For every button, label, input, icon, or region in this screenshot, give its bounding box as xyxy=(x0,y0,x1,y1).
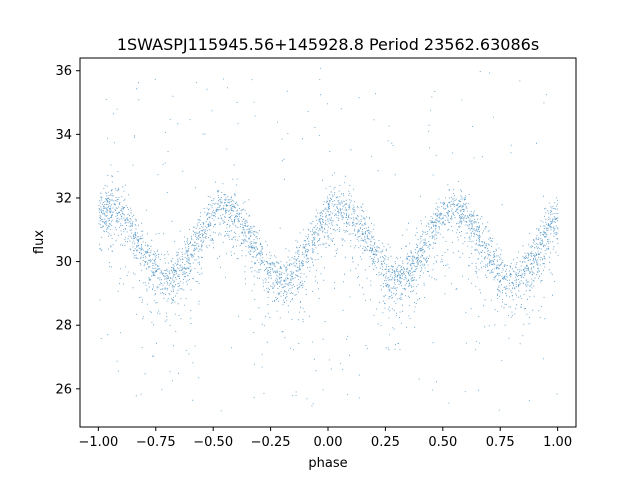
x-tick-label: 0.25 xyxy=(371,435,400,450)
x-axis-label: phase xyxy=(308,456,347,471)
y-tick-label: 32 xyxy=(55,191,72,206)
y-tick-label: 26 xyxy=(55,382,72,397)
x-axis-ticks: −1.00 −0.75 −0.50 −0.25 0.00 0.25 0.50 0.75 1.00 xyxy=(78,427,572,450)
x-tick-label: −1.00 xyxy=(78,435,118,450)
y-axis-label: flux xyxy=(32,230,47,254)
x-tick-label: 1.00 xyxy=(543,435,572,450)
x-tick-label: 0.75 xyxy=(486,435,515,450)
y-tick-label: 36 xyxy=(55,64,72,79)
x-tick-label: −0.50 xyxy=(193,435,233,450)
x-tick-label: 0.00 xyxy=(314,435,343,450)
x-tick-label: 0.50 xyxy=(428,435,457,450)
y-tick-label: 34 xyxy=(55,128,72,143)
y-axis-ticks: 26 28 30 32 34 36 xyxy=(55,64,80,397)
x-tick-label: −0.25 xyxy=(251,435,291,450)
chart-title: 1SWASPJ115945.56+145928.8 Period 23562.6… xyxy=(117,35,539,54)
x-tick-label: −0.75 xyxy=(136,435,176,450)
y-tick-label: 30 xyxy=(55,255,72,270)
y-tick-label: 28 xyxy=(55,319,72,334)
